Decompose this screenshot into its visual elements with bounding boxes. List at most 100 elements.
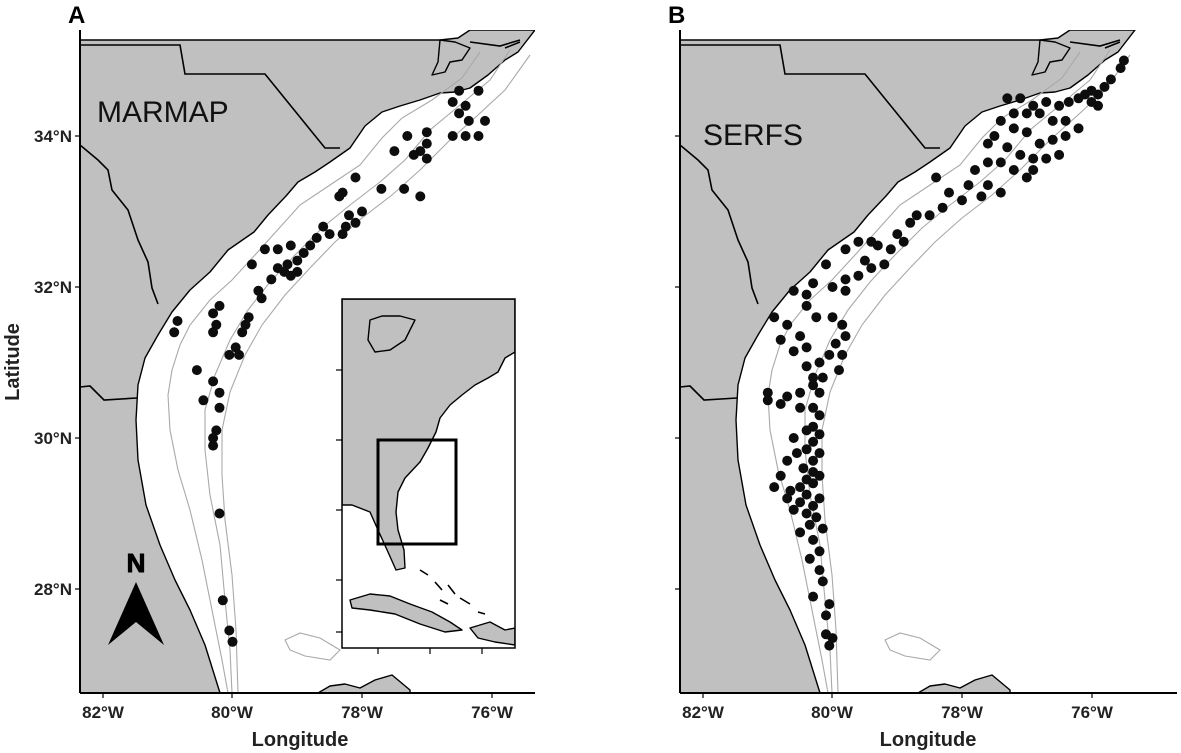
serfs-station-point bbox=[827, 312, 838, 323]
x-tick-label: 82°W bbox=[82, 703, 125, 722]
serfs-station-point bbox=[837, 319, 848, 330]
serfs-station-point bbox=[892, 229, 903, 240]
serfs-station-point bbox=[1015, 93, 1026, 104]
serfs-station-point bbox=[808, 402, 819, 413]
marmap-station-point bbox=[454, 108, 465, 119]
outer-banks-line bbox=[469, 39, 521, 49]
marmap-station-point bbox=[240, 319, 251, 330]
inset-locator-map bbox=[336, 298, 516, 654]
marmap-station-point bbox=[246, 259, 257, 270]
serfs-station-point bbox=[853, 236, 864, 247]
serfs-station-point bbox=[924, 210, 935, 221]
marmap-station-point bbox=[415, 191, 426, 202]
serfs-station-point bbox=[827, 282, 838, 292]
serfs-station-point bbox=[1002, 93, 1013, 104]
marmap-station-point bbox=[344, 210, 354, 221]
x-tick-label: 78°W bbox=[341, 703, 384, 722]
marmap-station-point bbox=[389, 146, 400, 157]
serfs-stations bbox=[762, 55, 1129, 651]
state-border-ga-fl bbox=[680, 385, 738, 401]
marmap-station-point bbox=[198, 395, 209, 406]
serfs-station-point bbox=[879, 259, 890, 270]
serfs-station-point bbox=[795, 402, 806, 413]
serfs-station-point bbox=[1028, 165, 1039, 175]
marmap-station-point bbox=[214, 387, 225, 398]
outer-banks-islands bbox=[431, 39, 471, 76]
serfs-station-point bbox=[814, 493, 825, 504]
marmap-station-point bbox=[169, 327, 180, 338]
serfs-station-point bbox=[804, 553, 815, 564]
serfs-station-point bbox=[775, 470, 786, 481]
marmap-station-point bbox=[282, 259, 293, 270]
serfs-station-point bbox=[824, 349, 835, 360]
serfs-station-point bbox=[1115, 63, 1126, 74]
serfs-station-point bbox=[840, 244, 851, 255]
x-tick-label: 76°W bbox=[471, 703, 514, 722]
serfs-station-point bbox=[795, 331, 806, 342]
marmap-station-point bbox=[253, 285, 264, 296]
serfs-station-point bbox=[885, 244, 896, 255]
serfs-station-point bbox=[808, 534, 819, 545]
x-tick-label: 80°W bbox=[211, 703, 254, 722]
marmap-station-point bbox=[324, 229, 335, 240]
state-border-sc-ga bbox=[80, 144, 159, 305]
serfs-station-point bbox=[821, 610, 831, 621]
marmap-station-point bbox=[237, 327, 248, 338]
serfs-station-point bbox=[801, 361, 812, 372]
marmap-station-point bbox=[408, 149, 419, 160]
x-tick-label: 78°W bbox=[941, 703, 984, 722]
serfs-station-point bbox=[817, 576, 828, 587]
panel-a: A MARMAP 34°N 32°N 30°N bbox=[2, 2, 535, 751]
serfs-station-point bbox=[1054, 100, 1065, 111]
serfs-station-point bbox=[808, 278, 819, 289]
state-border-ga-fl bbox=[80, 385, 138, 401]
panel-b-x-ticks: 82°W 80°W 78°W 76°W bbox=[682, 693, 1114, 722]
serfs-station-point bbox=[814, 410, 825, 421]
panel-a-x-ticks: 82°W 80°W 78°W 76°W bbox=[82, 693, 514, 722]
marmap-station-point bbox=[421, 127, 432, 138]
serfs-station-point bbox=[1041, 153, 1052, 164]
marmap-station-point bbox=[318, 221, 329, 232]
marmap-station-point bbox=[191, 365, 202, 376]
serfs-station-point bbox=[898, 236, 909, 247]
marmap-station-point bbox=[211, 425, 222, 436]
y-tick-label: 34°N bbox=[34, 127, 72, 146]
marmap-station-point bbox=[473, 131, 484, 141]
serfs-station-point bbox=[1028, 100, 1039, 111]
panel-a-letter: A bbox=[68, 2, 85, 29]
panel-b: B SERFS bbox=[668, 2, 1177, 751]
marmap-station-point bbox=[311, 232, 322, 243]
state-border-nc-sc bbox=[680, 44, 940, 149]
marmap-station-point bbox=[337, 229, 348, 240]
serfs-station-point bbox=[782, 319, 793, 330]
serfs-station-point bbox=[1002, 142, 1013, 153]
serfs-station-point bbox=[866, 263, 877, 274]
serfs-station-point bbox=[840, 274, 851, 285]
serfs-station-point bbox=[911, 210, 922, 221]
x-tick-label: 82°W bbox=[682, 703, 725, 722]
marmap-station-point bbox=[298, 248, 309, 258]
serfs-station-point bbox=[1063, 97, 1074, 107]
serfs-station-point bbox=[1041, 97, 1052, 107]
mainland-landmass bbox=[80, 30, 535, 693]
serfs-station-point bbox=[785, 485, 796, 496]
serfs-station-point bbox=[995, 157, 1006, 168]
serfs-station-point bbox=[1008, 123, 1019, 134]
inset-hispaniola bbox=[469, 621, 515, 646]
serfs-station-point bbox=[775, 334, 786, 345]
marmap-station-point bbox=[259, 244, 270, 255]
serfs-station-point bbox=[791, 448, 802, 459]
marmap-station-point bbox=[230, 342, 241, 353]
marmap-station-point bbox=[350, 172, 361, 183]
y-tick-label: 30°N bbox=[34, 429, 72, 448]
serfs-station-point bbox=[801, 289, 812, 300]
serfs-station-point bbox=[801, 425, 812, 436]
serfs-station-point bbox=[795, 387, 806, 398]
serfs-station-point bbox=[1021, 108, 1032, 119]
serfs-station-point bbox=[801, 300, 812, 311]
serfs-station-point bbox=[814, 546, 825, 557]
inset-lake-erie bbox=[367, 315, 416, 353]
outer-banks-islands bbox=[1031, 39, 1071, 76]
serfs-station-point bbox=[814, 357, 825, 368]
marmap-station-point bbox=[454, 85, 465, 96]
